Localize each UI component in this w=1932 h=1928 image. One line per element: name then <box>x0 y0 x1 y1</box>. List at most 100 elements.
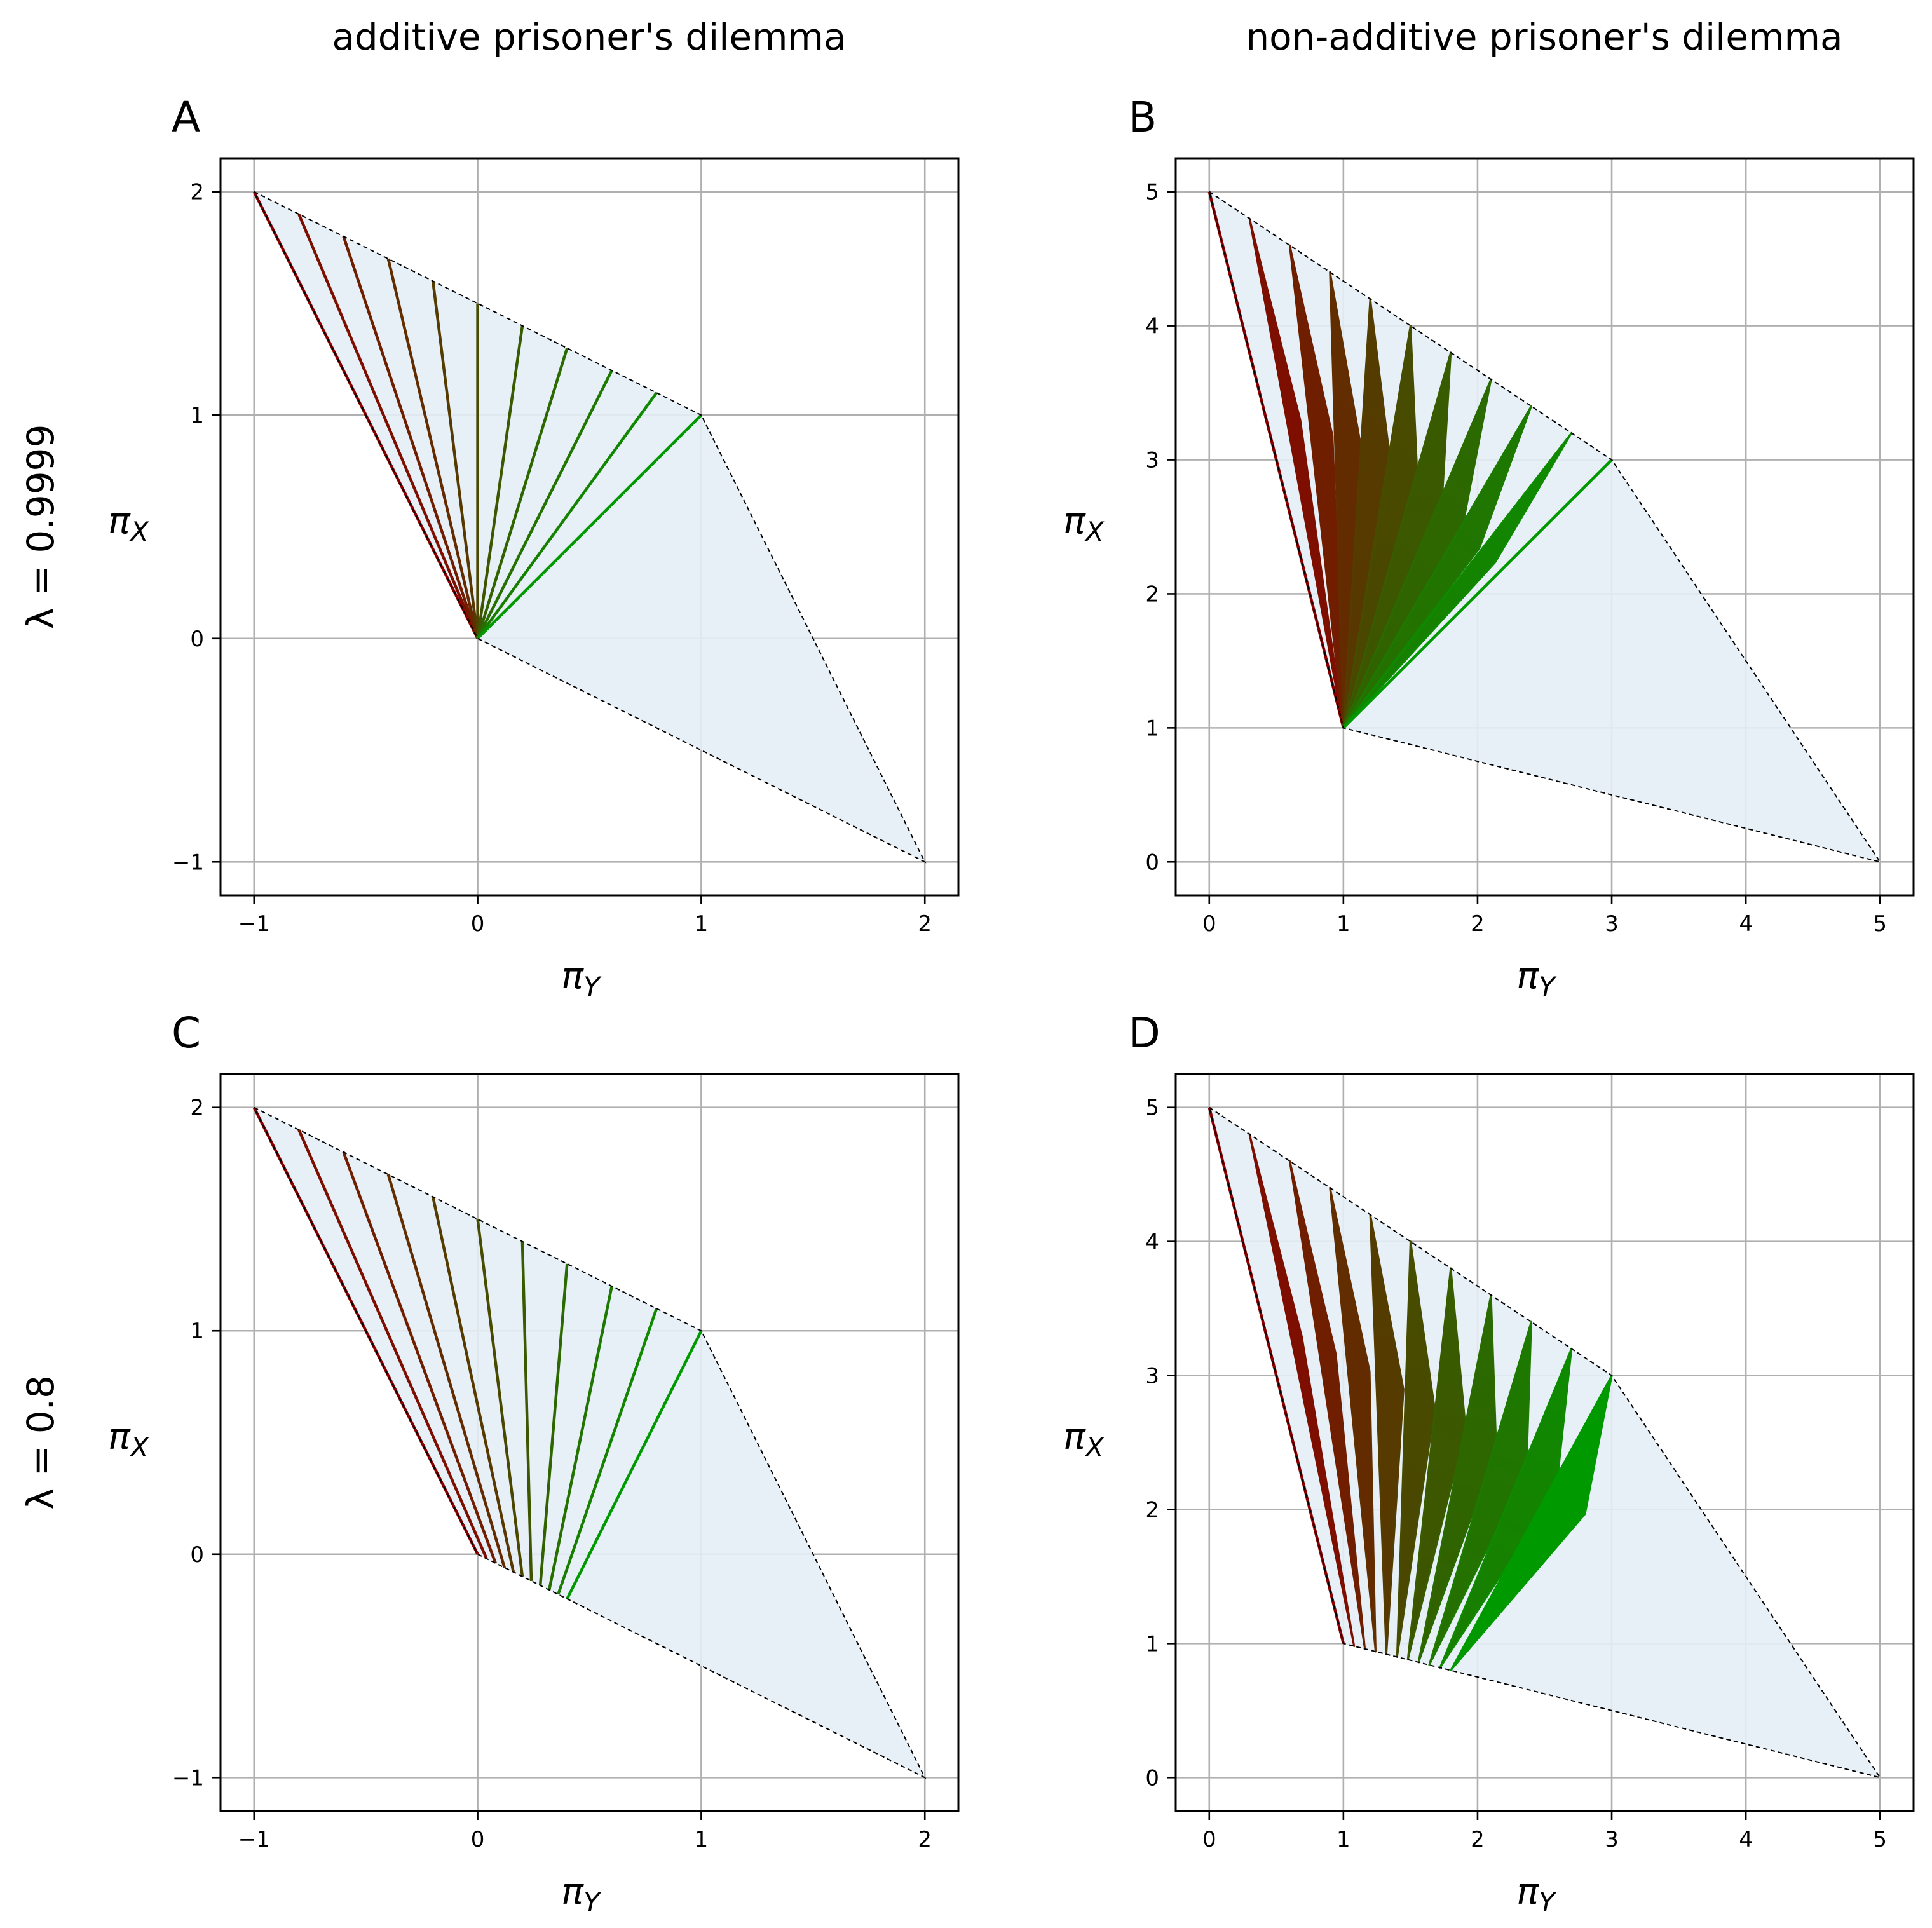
payoff-wedge <box>1428 1320 1532 1666</box>
payoff-line <box>297 214 479 639</box>
x-tick-label: 1 <box>695 911 709 937</box>
feasible-boundary <box>253 191 927 864</box>
x-tick-label: 3 <box>1605 1827 1619 1852</box>
x-tick-label: 1 <box>695 1827 709 1852</box>
payoff-line <box>342 236 479 639</box>
x-tick-label: 0 <box>1202 911 1216 937</box>
payoff-wedge <box>1342 431 1573 729</box>
feasible-boundary <box>253 1106 927 1779</box>
y-tick-label: 1 <box>1145 716 1159 741</box>
payoff-line <box>1342 458 1613 729</box>
plot-area <box>1208 1106 1882 1779</box>
y-tick-label: 2 <box>1145 1497 1159 1523</box>
x-tick-label: 4 <box>1739 911 1753 937</box>
y-tick-label: 4 <box>1145 1230 1159 1255</box>
x-tick-label: 3 <box>1605 911 1619 937</box>
axes-frame <box>1174 157 1915 897</box>
x-axis-label: πY <box>1516 954 1557 1002</box>
x-tick-label: 2 <box>1471 1827 1485 1852</box>
x-tick-label: 1 <box>1337 911 1350 937</box>
payoff-line <box>477 414 702 640</box>
payoff-wedge <box>1342 405 1532 729</box>
panel-a: A −1 0 1 2 −1 0 1 2 πY πX <box>108 93 960 1002</box>
y-tick-label: 2 <box>1145 581 1159 607</box>
y-tick-label: 0 <box>1145 1765 1159 1791</box>
panel-letter: D <box>1128 1008 1160 1057</box>
payoff-line <box>297 1129 488 1559</box>
x-tick-label: 0 <box>1202 1827 1216 1852</box>
x-axis-label: πY <box>561 954 602 1002</box>
panel-letter: A <box>172 93 200 142</box>
x-tick-label: 4 <box>1739 1827 1753 1852</box>
y-tick-label: 1 <box>190 1319 204 1344</box>
payoff-line <box>476 369 613 639</box>
y-tick-label: 0 <box>190 627 204 652</box>
panel-d: D 0 1 2 3 4 5 0 1 2 3 4 5 πY πX <box>1063 1008 1915 1918</box>
plot-area <box>252 191 927 864</box>
y-tick-label: 2 <box>190 180 204 205</box>
y-tick-label: 1 <box>190 403 204 428</box>
grid <box>221 1074 958 1811</box>
x-axis-label: πY <box>1516 1870 1557 1918</box>
x-tick-label: 1 <box>1337 1827 1350 1852</box>
plot-area <box>252 1106 927 1779</box>
panel-letter: B <box>1128 93 1157 142</box>
y-tick-label: 2 <box>190 1096 204 1121</box>
x-tick-label: 2 <box>918 911 932 937</box>
payoff-line <box>476 325 524 639</box>
column-title-non-additive: non-additive prisoner's dilemma <box>1246 15 1842 58</box>
payoff-line <box>538 1263 569 1586</box>
panel-b: B 0 1 2 3 4 5 0 1 2 3 4 5 πY πX <box>1063 93 1915 1002</box>
x-axis-label: πY <box>561 1870 602 1918</box>
payoff-line <box>342 1151 497 1564</box>
y-axis-label: πX <box>108 499 149 547</box>
panel-c: C −1 0 1 2 −1 0 1 2 πY πX <box>108 1008 960 1918</box>
payoff-line <box>431 281 479 639</box>
panel-letter: C <box>172 1008 201 1057</box>
x-tick-label: 2 <box>918 1827 932 1852</box>
x-tick-label: 0 <box>471 1827 485 1852</box>
feasible-boundary <box>1208 191 1882 863</box>
y-tick-label: 3 <box>1145 1364 1159 1389</box>
axes-frame <box>219 1073 960 1812</box>
column-title-additive: additive prisoner's dilemma <box>332 15 846 58</box>
payoff-wedge <box>1406 1267 1467 1661</box>
payoff-line <box>386 258 479 639</box>
payoff-line <box>547 1286 613 1591</box>
payoff-wedge <box>1417 1294 1497 1664</box>
payoff-wedge <box>1369 1213 1405 1655</box>
payoff-line <box>386 1174 506 1568</box>
y-tick-label: 5 <box>1145 180 1159 205</box>
payoff-line <box>566 1330 703 1600</box>
x-tick-label: 5 <box>1873 911 1887 937</box>
payoff-line <box>476 391 658 640</box>
x-tick-label: −1 <box>238 911 270 937</box>
y-axis-label: πX <box>108 1415 149 1463</box>
x-tick-label: 5 <box>1873 1827 1887 1852</box>
axes-frame <box>219 157 960 897</box>
payoff-wedge <box>1288 244 1345 729</box>
payoff-line <box>476 1219 524 1577</box>
payoff-wedge <box>1248 217 1345 729</box>
y-tick-label: 0 <box>190 1542 204 1568</box>
y-tick-label: −1 <box>172 850 204 875</box>
payoff-wedge <box>1288 1160 1366 1650</box>
payoff-line <box>520 1241 533 1581</box>
axes-frame <box>1174 1073 1915 1812</box>
payoff-line <box>476 348 569 639</box>
payoff-line <box>432 1196 515 1573</box>
payoff-wedge <box>1439 1347 1573 1669</box>
payoff-line <box>557 1308 658 1595</box>
y-axis-label: πX <box>1063 1415 1105 1463</box>
x-tick-label: −1 <box>238 1827 270 1852</box>
row-title-lambda-0-8: λ = 0.8 <box>19 1375 62 1510</box>
payoff-wedge <box>1450 1375 1613 1672</box>
row-title-lambda-0-9999: λ = 0.9999 <box>19 424 62 630</box>
feasible-boundary <box>1208 1106 1882 1779</box>
y-tick-label: −1 <box>172 1765 204 1791</box>
y-tick-label: 0 <box>1145 850 1159 875</box>
feasible-region <box>254 1107 925 1778</box>
x-tick-label: 2 <box>1471 911 1485 937</box>
payoff-wedge <box>1248 1133 1356 1648</box>
